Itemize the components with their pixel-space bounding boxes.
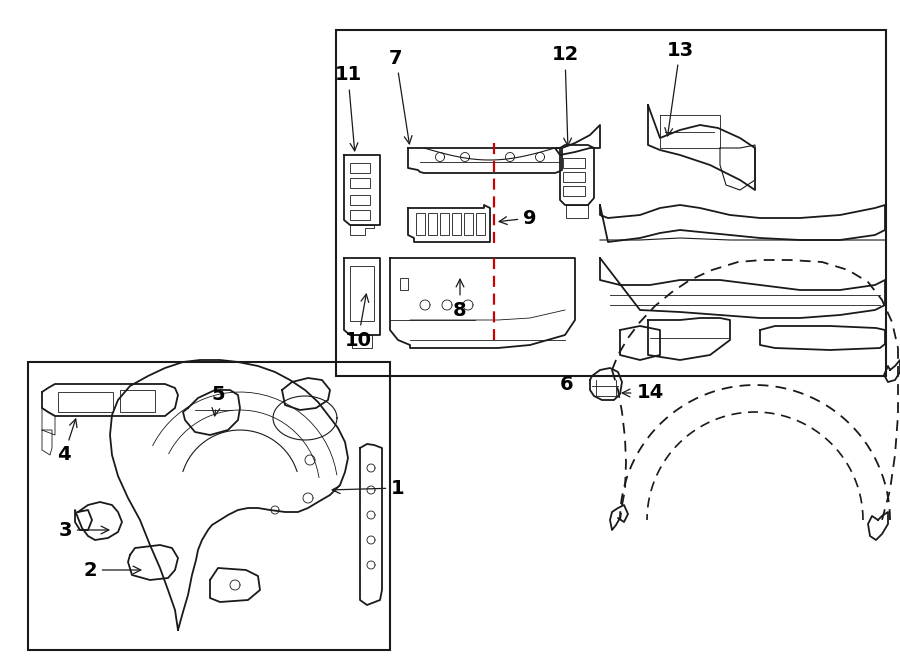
Bar <box>476 213 485 235</box>
Bar <box>416 213 425 235</box>
Bar <box>452 213 461 235</box>
Bar <box>563 186 585 196</box>
Bar <box>28 362 390 650</box>
Bar <box>58 392 113 412</box>
Bar <box>563 172 585 182</box>
Bar <box>350 163 370 173</box>
Text: 14: 14 <box>622 383 663 403</box>
Bar <box>350 210 370 220</box>
Bar <box>428 213 437 235</box>
Bar <box>350 266 374 321</box>
Text: 1: 1 <box>332 479 405 498</box>
Text: 10: 10 <box>345 294 372 350</box>
Text: 3: 3 <box>58 520 109 539</box>
Text: 8: 8 <box>454 279 467 319</box>
Bar <box>350 195 370 205</box>
Bar <box>400 278 408 290</box>
Text: 6: 6 <box>560 375 574 393</box>
Text: 12: 12 <box>552 46 579 146</box>
Bar <box>440 213 449 235</box>
Bar <box>350 178 370 188</box>
Text: 4: 4 <box>58 419 77 465</box>
Bar <box>563 158 585 168</box>
Bar <box>120 390 155 412</box>
Text: 7: 7 <box>389 48 412 144</box>
Text: 5: 5 <box>212 385 225 416</box>
Text: 9: 9 <box>500 208 536 227</box>
Bar <box>464 213 473 235</box>
Text: 13: 13 <box>665 40 694 136</box>
Text: 2: 2 <box>83 561 140 580</box>
Text: 11: 11 <box>335 65 362 151</box>
Bar <box>336 30 886 376</box>
